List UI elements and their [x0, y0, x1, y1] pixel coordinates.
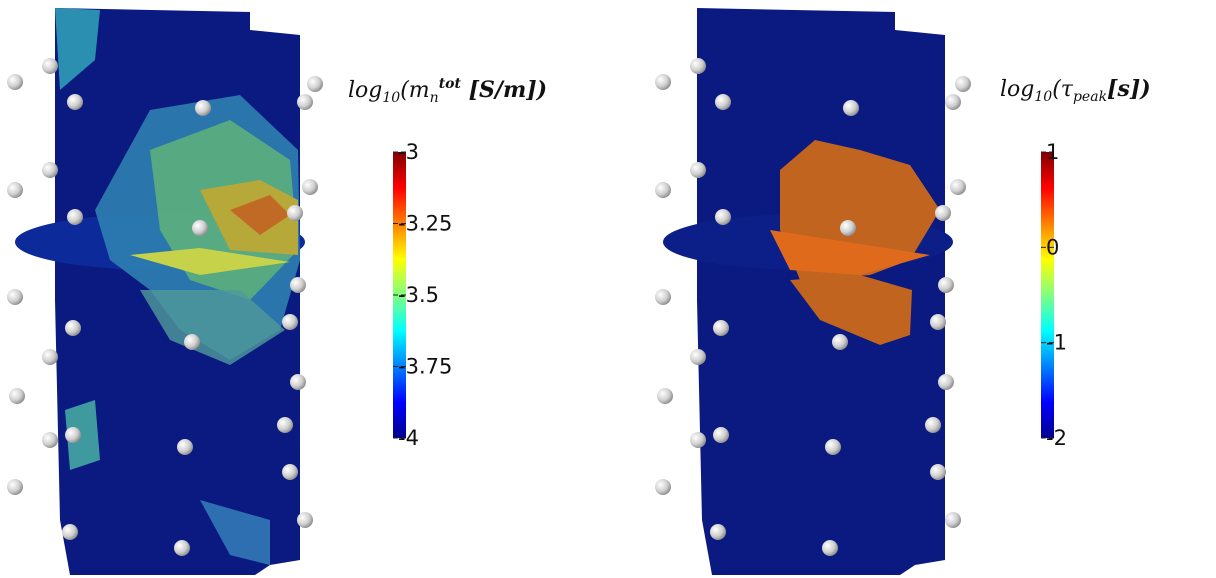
- tick-label: -3.5: [398, 283, 439, 307]
- sphere: [9, 388, 25, 404]
- sphere: [713, 320, 729, 336]
- sphere: [297, 512, 313, 528]
- sphere: [945, 512, 961, 528]
- sphere: [7, 182, 23, 198]
- sphere: [710, 524, 726, 540]
- sphere: [192, 220, 208, 236]
- sphere: [825, 439, 841, 455]
- title-part: (m: [400, 78, 429, 103]
- colorbar: [1041, 152, 1054, 438]
- title-part: tot: [439, 76, 461, 92]
- sphere: [184, 334, 200, 350]
- sphere: [945, 94, 961, 110]
- sphere: [715, 209, 731, 225]
- sphere: [302, 179, 318, 195]
- sphere: [935, 205, 951, 221]
- sphere: [65, 427, 81, 443]
- sphere: [174, 540, 190, 556]
- sphere: [950, 179, 966, 195]
- sphere: [955, 76, 971, 92]
- title-part: log: [348, 78, 382, 103]
- title-part: [s]): [1107, 76, 1151, 102]
- sphere: [42, 432, 58, 448]
- sphere: [282, 464, 298, 480]
- sphere: [307, 76, 323, 92]
- sphere: [195, 100, 211, 116]
- sphere: [42, 58, 58, 74]
- sphere: [67, 94, 83, 110]
- title-part: 10: [382, 90, 400, 106]
- sphere: [713, 427, 729, 443]
- tick-label: -3.75: [398, 355, 452, 379]
- sphere: [925, 417, 941, 433]
- title-part: [S/m]): [461, 77, 547, 103]
- sphere: [7, 289, 23, 305]
- sphere: [7, 74, 23, 90]
- title-part: peak: [1073, 89, 1107, 105]
- sphere: [297, 94, 313, 110]
- tick-label: -3.25: [398, 212, 452, 236]
- sphere: [832, 334, 848, 350]
- sphere: [62, 524, 78, 540]
- tick-label: 1: [1046, 140, 1059, 164]
- tick-label: -2: [1046, 426, 1067, 450]
- sphere: [65, 320, 81, 336]
- sphere: [690, 349, 706, 365]
- sphere: [938, 277, 954, 293]
- sphere: [655, 74, 671, 90]
- sphere: [930, 314, 946, 330]
- sphere: [42, 349, 58, 365]
- sphere: [930, 464, 946, 480]
- sphere: [657, 388, 673, 404]
- sphere: [690, 58, 706, 74]
- sphere: [290, 374, 306, 390]
- tick-label: -4: [398, 426, 419, 450]
- sphere: [282, 314, 298, 330]
- sphere: [287, 205, 303, 221]
- tick-label: -3: [398, 140, 419, 164]
- colorbar-title: log10(τpeak[s]): [1000, 76, 1151, 105]
- sphere: [290, 277, 306, 293]
- figure: -3-3.25-3.5-3.75-410-1-2 log10(mntot [S/…: [0, 0, 1216, 578]
- sphere: [690, 432, 706, 448]
- title-part: n: [430, 90, 439, 106]
- sphere: [655, 289, 671, 305]
- tick-label: 0: [1046, 235, 1059, 259]
- sphere: [7, 479, 23, 495]
- sphere: [822, 540, 838, 556]
- title-part: 10: [1034, 89, 1052, 105]
- sphere: [177, 439, 193, 455]
- sphere: [938, 374, 954, 390]
- sphere: [67, 209, 83, 225]
- sphere: [277, 417, 293, 433]
- title-part: (τ: [1052, 77, 1073, 102]
- sphere: [690, 162, 706, 178]
- sphere: [42, 162, 58, 178]
- title-part: log: [1000, 77, 1034, 102]
- sphere: [840, 220, 856, 236]
- sphere: [655, 479, 671, 495]
- tick-label: -1: [1046, 331, 1067, 355]
- sphere: [843, 100, 859, 116]
- colorbar-title: log10(mntot [S/m]): [348, 76, 547, 106]
- left-render: [15, 8, 305, 575]
- sphere: [655, 182, 671, 198]
- right-render: [663, 8, 953, 575]
- sphere: [715, 94, 731, 110]
